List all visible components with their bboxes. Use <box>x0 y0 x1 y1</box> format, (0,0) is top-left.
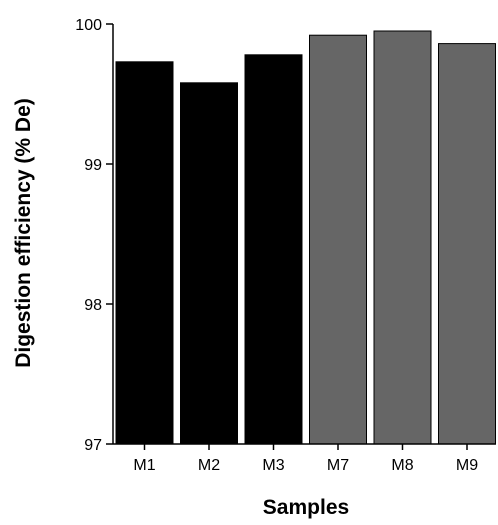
y-tick-label-98: 98 <box>84 297 102 314</box>
y-tick-label-97: 97 <box>84 437 102 454</box>
bars <box>115 30 496 445</box>
bar-m2 <box>180 82 238 445</box>
x-tick-label-m3: M3 <box>262 457 284 474</box>
x-tick-label-m9: M9 <box>456 457 478 474</box>
x-tick-label-m8: M8 <box>391 457 413 474</box>
y-axis-title: Digestion efficiency (% De) <box>12 98 35 368</box>
x-axis-title: Samples <box>263 496 349 519</box>
x-tick-label-m7: M7 <box>327 457 349 474</box>
bar-m7 <box>309 34 367 445</box>
x-axis: M1 M2 M3 M7 M8 M9 <box>113 443 496 474</box>
x-tick-label-m2: M2 <box>198 457 220 474</box>
y-tick-label-100: 100 <box>75 17 102 34</box>
bar-m3 <box>244 54 303 445</box>
bar-m9 <box>438 43 496 445</box>
y-axis: 97 98 99 100 <box>75 17 114 454</box>
y-tick-label-99: 99 <box>84 157 102 174</box>
bar-m8 <box>373 30 432 445</box>
bar-m1 <box>115 61 174 445</box>
x-tick-label-m1: M1 <box>133 457 155 474</box>
